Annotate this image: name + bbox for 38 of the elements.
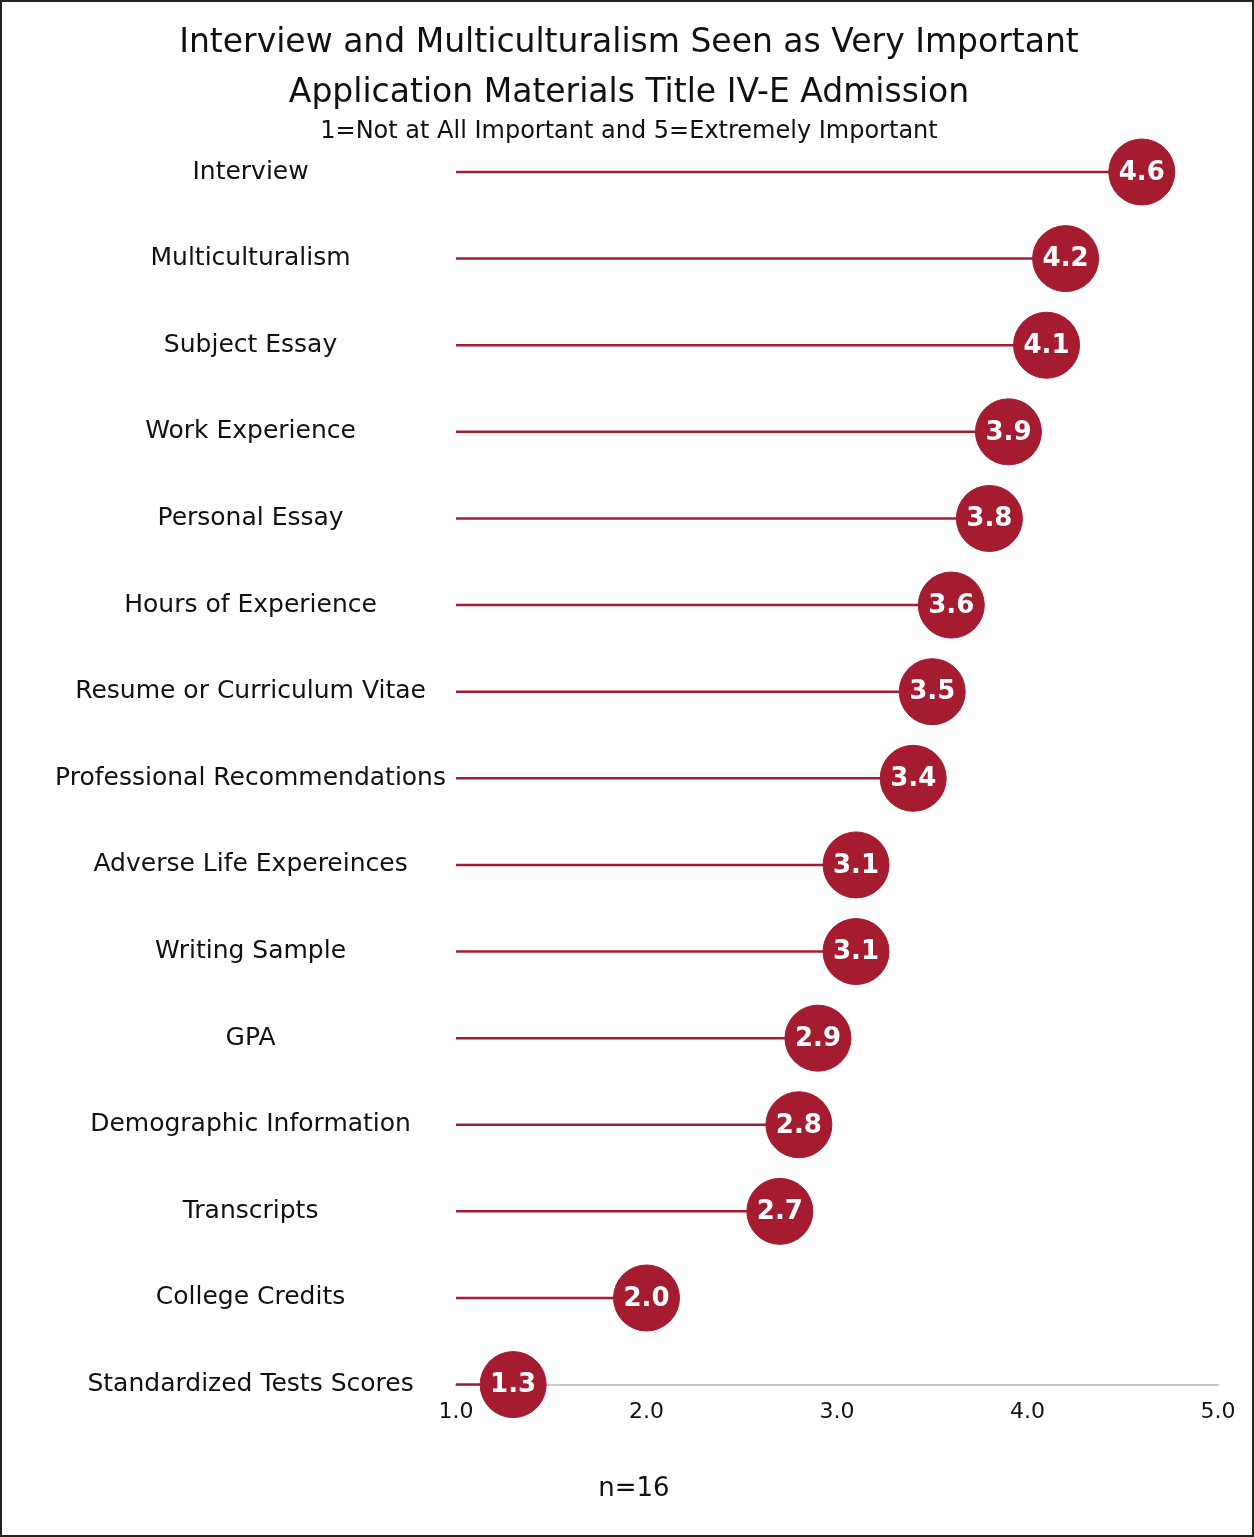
data-label: 2.9 <box>794 1021 841 1052</box>
y-tick-label: Resume or Curriculum Vitae <box>75 675 426 705</box>
y-tick-label: College Credits <box>155 1281 346 1311</box>
y-tick-label: Subject Essay <box>163 328 338 358</box>
y-tick-label: GPA <box>225 1021 276 1051</box>
y-tick-label: Transcripts <box>181 1194 319 1224</box>
data-label: 3.5 <box>909 675 956 706</box>
data-label: 2.7 <box>756 1195 803 1226</box>
data-label: 2.8 <box>775 1108 822 1139</box>
x-tick-label: 3.0 <box>819 1397 855 1423</box>
y-tick-label: Professional Recommendations <box>55 761 447 791</box>
data-label: 3.4 <box>890 762 937 793</box>
data-label: 3.1 <box>833 848 880 879</box>
y-tick-label: Interview <box>192 155 309 185</box>
x-tick-label: 2.0 <box>629 1397 664 1423</box>
data-label: 3.9 <box>985 415 1032 446</box>
chart-title: Interview and Multiculturalism Seen as Very Important Application Materials Title IV-E Admission <box>178 20 1080 112</box>
x-tick-label: 1.0 <box>438 1397 474 1423</box>
data-label: 3.8 <box>966 502 1013 533</box>
y-tick-label: Writing Sample <box>155 935 347 965</box>
data-label: 1.3 <box>490 1368 537 1399</box>
data-label: 4.1 <box>1023 328 1070 359</box>
data-label: 2.0 <box>623 1281 670 1312</box>
y-tick-label: Adverse Life Expereinces <box>93 848 408 878</box>
data-label: 4.2 <box>1042 242 1089 273</box>
x-tick-label: 4.0 <box>1010 1397 1045 1423</box>
y-tick-label: Hours of Experience <box>124 588 377 618</box>
y-tick-label: Work Experience <box>145 415 356 445</box>
y-tick-label: Personal Essay <box>157 501 344 531</box>
y-tick-label: Standardized Tests Scores <box>87 1368 414 1398</box>
x-tick-label: 5.0 <box>1200 1397 1236 1423</box>
data-label: 3.1 <box>833 935 880 966</box>
data-label: 4.6 <box>1118 155 1165 186</box>
chart-subtitle: 1=Not at All Important and 5=Extremely Important <box>319 116 939 144</box>
y-tick-label: Demographic Information <box>90 1108 411 1138</box>
text: n=16 <box>597 1472 671 1502</box>
y-tick-label: Multiculturalism <box>150 242 351 272</box>
data-label: 3.6 <box>928 588 975 619</box>
